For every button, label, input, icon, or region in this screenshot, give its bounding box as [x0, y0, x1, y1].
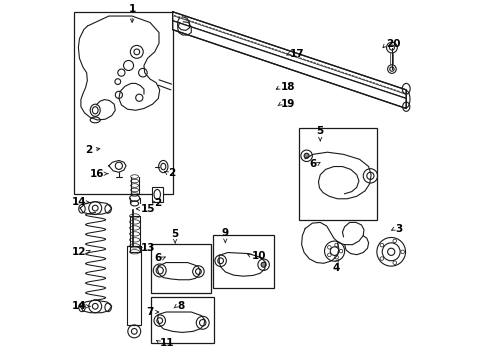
Text: 2: 2 — [168, 168, 175, 178]
Text: 14: 14 — [72, 197, 87, 207]
Text: 11: 11 — [160, 338, 174, 348]
Text: 3: 3 — [395, 224, 403, 234]
Bar — [127, 247, 141, 325]
Bar — [152, 187, 163, 202]
Text: 16: 16 — [90, 169, 104, 179]
Circle shape — [304, 153, 309, 158]
Bar — [299, 128, 377, 220]
Text: 4: 4 — [333, 263, 340, 273]
Text: 9: 9 — [222, 228, 229, 238]
Text: 5: 5 — [317, 126, 324, 136]
Text: 6: 6 — [309, 159, 317, 169]
Text: 1: 1 — [128, 4, 136, 14]
Polygon shape — [172, 21, 406, 108]
Circle shape — [261, 262, 266, 267]
Text: 20: 20 — [387, 39, 401, 49]
Text: 14: 14 — [72, 301, 87, 311]
Polygon shape — [172, 12, 406, 98]
Text: 6: 6 — [155, 253, 162, 263]
Text: 15: 15 — [141, 204, 156, 214]
Text: 18: 18 — [281, 82, 295, 92]
Text: 17: 17 — [290, 49, 304, 59]
Text: 19: 19 — [281, 99, 295, 109]
Text: 7: 7 — [146, 307, 154, 317]
Text: 10: 10 — [252, 251, 267, 261]
Text: 2: 2 — [154, 198, 161, 208]
Text: 8: 8 — [177, 301, 184, 311]
Bar — [74, 12, 172, 194]
Text: 5: 5 — [172, 229, 179, 239]
Text: 13: 13 — [141, 243, 156, 253]
Bar — [151, 297, 214, 343]
Bar — [151, 244, 211, 293]
Text: 12: 12 — [72, 247, 87, 257]
Text: 2: 2 — [85, 145, 93, 155]
Bar — [213, 235, 274, 288]
